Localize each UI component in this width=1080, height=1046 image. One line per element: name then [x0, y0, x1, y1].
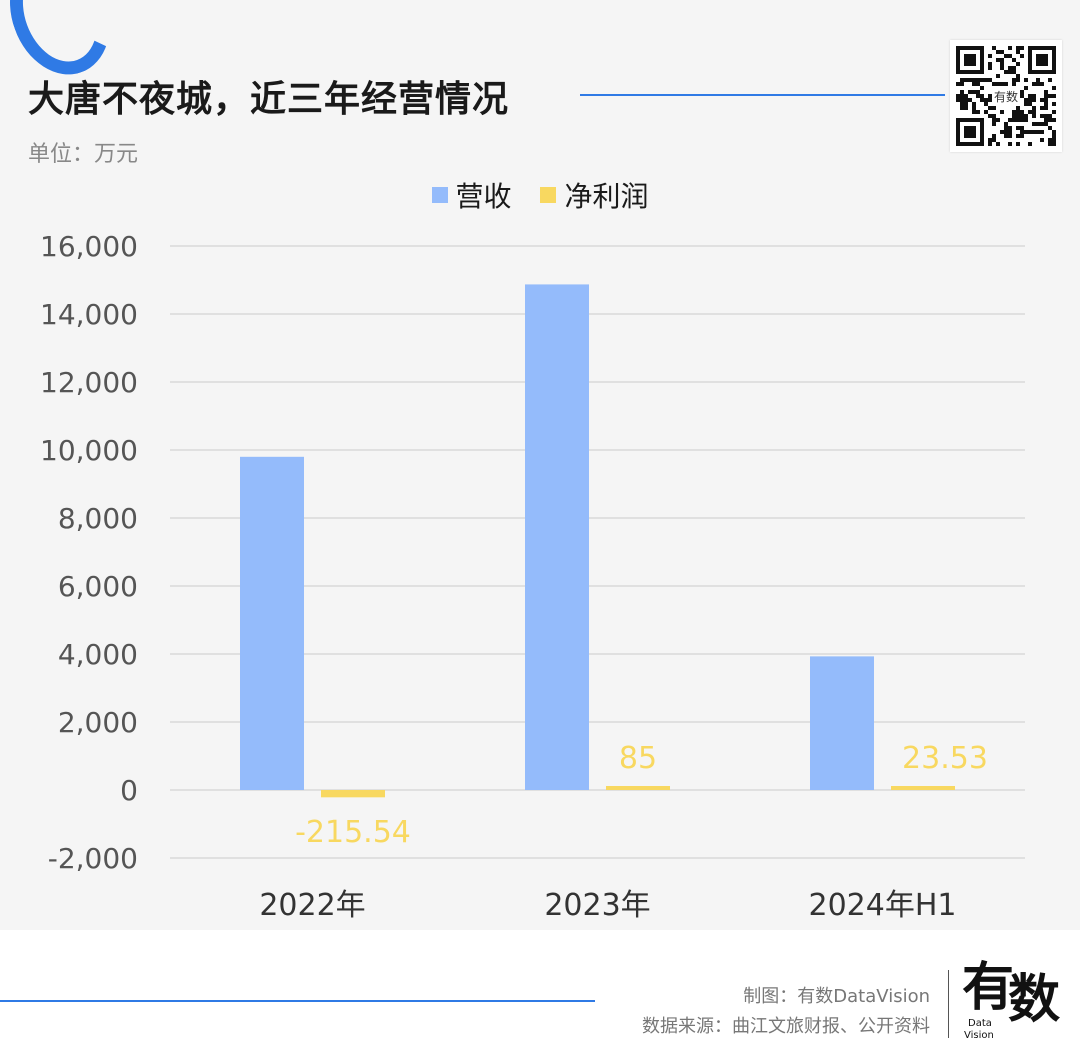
- y-tick-label: 14,000: [40, 298, 138, 331]
- footer: [0, 930, 1080, 1046]
- y-tick-label: 8,000: [58, 502, 138, 535]
- data-source: 数据来源：曲江文旅财报、公开资料: [642, 1016, 930, 1037]
- logo-char-shu: 数: [1008, 970, 1061, 1030]
- legend-swatch-net-profit: [540, 187, 557, 203]
- page-title: 大唐不夜城，近三年经营情况: [28, 79, 510, 120]
- y-tick-label: 12,000: [40, 366, 138, 399]
- brand-logo: 有 数 Data Vision: [960, 960, 1060, 1046]
- bar-revenue: [525, 284, 589, 790]
- legend-swatch-revenue: [431, 187, 448, 203]
- legend-item-revenue: 营收: [431, 175, 512, 215]
- x-category-label: 2022年: [259, 888, 365, 923]
- y-tick-label: 2,000: [58, 706, 138, 739]
- bar-net-profit: [606, 786, 670, 790]
- y-tick-label: 4,000: [58, 638, 138, 671]
- bar-net-profit: [321, 790, 385, 798]
- qr-center-text: 有数: [994, 89, 1018, 104]
- footer-divider: [948, 970, 949, 1038]
- legend-label-net-profit: 净利润: [564, 180, 649, 213]
- y-tick-label: 10,000: [40, 434, 138, 467]
- footer-accent-line: [0, 1000, 595, 1002]
- title-underline: [580, 94, 945, 96]
- unit-label: 单位：万元: [28, 142, 139, 167]
- data-label-net-profit: 23.53: [902, 741, 988, 776]
- chart-legend: 营收 净利润: [0, 175, 1080, 215]
- logo-sub-data: Data: [968, 1018, 992, 1029]
- chart-credit: 制图：有数DataVision: [743, 986, 930, 1007]
- legend-item-net-profit: 净利润: [540, 175, 648, 215]
- y-tick-label: 0: [120, 774, 138, 807]
- bar-chart: -2,000 0 2,000 4,000 6,000 8,000 10,000 12,000 1…: [40, 230, 1025, 923]
- bar-revenue: [240, 456, 304, 790]
- qr-code-icon[interactable]: 有数: [950, 40, 1062, 152]
- logo-sub-vision: Vision: [964, 1030, 994, 1041]
- y-tick-label: 16,000: [40, 230, 138, 263]
- y-tick-label: -2,000: [48, 842, 138, 875]
- legend-label-revenue: 营收: [455, 180, 512, 213]
- x-category-label: 2024年H1: [809, 888, 957, 923]
- bar-net-profit: [891, 786, 955, 790]
- bar-revenue: [810, 656, 874, 790]
- logo-char-you: 有: [962, 958, 1015, 1018]
- data-label-net-profit: -215.54: [295, 815, 411, 850]
- data-label-net-profit: 85: [619, 741, 657, 776]
- y-tick-label: 6,000: [58, 570, 138, 603]
- x-category-label: 2023年: [544, 888, 650, 923]
